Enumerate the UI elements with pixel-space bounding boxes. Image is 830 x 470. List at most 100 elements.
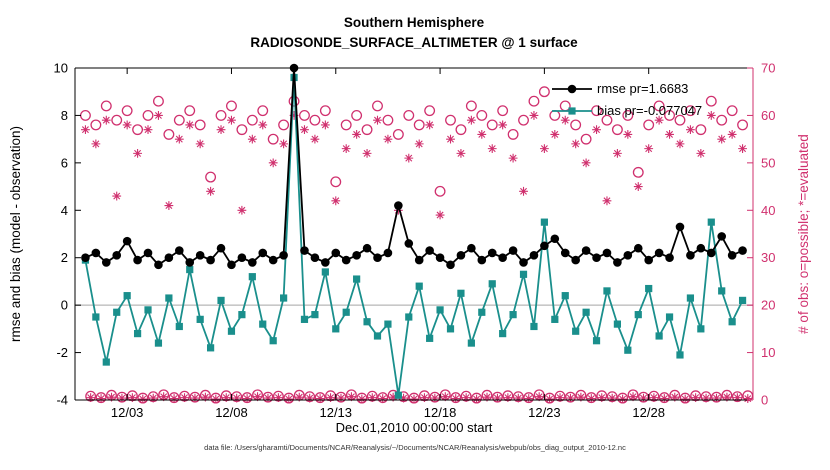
obs-evaluated-offsynoptic-marker — [169, 394, 179, 403]
obs-evaluated-offsynoptic-marker — [242, 394, 252, 403]
obs-evaluated-marker — [122, 120, 132, 130]
bias-marker — [217, 296, 225, 304]
obs-possible-marker — [497, 105, 509, 117]
bias-marker — [540, 218, 548, 226]
y-tick-label-right: 20 — [761, 298, 775, 313]
bias-marker — [634, 311, 642, 319]
obs-evaluated-marker — [592, 125, 601, 135]
bias-legend-marker-icon — [568, 107, 576, 115]
rmse-marker — [227, 260, 236, 270]
rmse-marker — [665, 253, 674, 263]
obs-possible-marker — [528, 95, 540, 107]
bias-marker — [154, 339, 163, 347]
obs-evaluated-offsynoptic-marker — [534, 392, 544, 402]
obs-evaluated-marker — [143, 125, 153, 135]
obs-evaluated-offsynoptic-marker — [607, 393, 617, 403]
rmse-marker — [362, 243, 372, 253]
bias-marker — [259, 320, 267, 328]
obs-evaluated-marker — [237, 205, 247, 215]
obs-evaluated-offsynoptic-marker — [190, 393, 200, 403]
obs-evaluated-offsynoptic-marker — [712, 393, 721, 403]
obs-evaluated-offsynoptic-marker — [482, 392, 492, 402]
obs-evaluated-marker — [414, 139, 424, 149]
rmse-marker — [540, 241, 549, 251]
rmse-marker — [613, 258, 622, 267]
rmse-marker — [560, 248, 570, 258]
obs-evaluated-marker — [404, 153, 414, 163]
obs-evaluated-offsynoptic-marker — [274, 393, 283, 403]
obs-evaluated-marker — [508, 153, 518, 163]
bias-marker — [676, 351, 684, 359]
obs-possible-marker — [194, 119, 206, 131]
bias-marker — [499, 330, 507, 338]
bias-marker — [133, 330, 142, 338]
rmse-marker — [592, 253, 601, 263]
rmse-marker — [101, 258, 111, 267]
bias-marker — [238, 311, 246, 319]
obs-possible-marker — [319, 105, 331, 117]
rmse-marker — [185, 258, 195, 267]
obs-possible-marker — [403, 109, 415, 121]
rmse-marker — [717, 232, 727, 241]
bias-series — [81, 73, 747, 399]
obs-possible-marker — [330, 176, 342, 188]
rmse-marker — [373, 253, 382, 263]
obs-possible-marker — [601, 114, 613, 126]
bias-marker — [665, 313, 674, 321]
rmse-marker — [248, 258, 257, 267]
obs-possible-series — [79, 86, 749, 197]
rmse-marker — [258, 248, 268, 258]
obs-evaluated-marker — [101, 115, 111, 125]
rmse-marker — [727, 251, 737, 260]
obs-possible-marker — [538, 86, 550, 98]
rmse-marker — [237, 253, 247, 263]
rmse-marker — [498, 253, 507, 263]
obs-possible-marker — [653, 100, 665, 112]
obs-evaluated-marker — [727, 130, 737, 139]
obs-possible-marker — [580, 133, 592, 145]
obs-evaluated-marker — [227, 115, 236, 125]
obs-evaluated-offsynoptic-marker — [211, 394, 221, 404]
obs-evaluated-marker — [206, 186, 215, 196]
bias-marker — [384, 320, 392, 328]
y-tick-label-left: 8 — [61, 108, 68, 123]
obs-evaluated-marker — [81, 125, 90, 135]
bias-line — [84, 77, 744, 396]
y-tick-label-left: -2 — [56, 345, 68, 360]
obs-evaluated-marker — [623, 130, 633, 139]
obs-evaluated-offsynoptic-series — [86, 392, 753, 404]
rmse-line — [85, 67, 743, 267]
obs-evaluated-marker — [352, 130, 362, 139]
obs-evaluated-marker — [560, 115, 570, 125]
bias-marker — [175, 322, 183, 331]
obs-evaluated-marker — [686, 125, 695, 135]
rmse-marker — [633, 243, 643, 253]
obs-evaluated-offsynoptic-marker — [409, 394, 419, 404]
rmse-marker — [581, 246, 591, 255]
obs-evaluated-offsynoptic-marker — [315, 394, 325, 403]
obs-evaluated-marker — [320, 120, 330, 130]
obs-possible-marker — [152, 95, 164, 107]
rmse-marker — [91, 248, 101, 258]
obs-evaluated-marker — [456, 148, 466, 158]
obs-evaluated-marker — [644, 144, 654, 154]
obs-possible-marker — [236, 124, 248, 136]
obs-possible-marker — [570, 119, 582, 131]
rmse-marker — [394, 201, 403, 210]
y-tick-label-right: 40 — [761, 203, 775, 218]
obs-possible-marker — [486, 119, 498, 131]
legend-label-bias: bias pr=-0.077047 — [597, 103, 703, 118]
obs-evaluated-offsynoptic-marker — [628, 392, 638, 402]
bias-marker — [738, 296, 747, 304]
bias-marker — [186, 265, 194, 274]
obs-possible-marker — [549, 109, 561, 121]
bias-marker — [603, 287, 611, 295]
rmse-marker — [487, 248, 497, 258]
bias-marker — [196, 315, 204, 323]
y-tick-label-right: 70 — [761, 61, 775, 76]
obs-evaluated-offsynoptic-marker — [180, 393, 189, 403]
obs-possible-marker — [392, 128, 404, 140]
obs-evaluated-marker — [435, 210, 445, 220]
obs-evaluated-marker — [498, 120, 508, 130]
obs-possible-marker — [455, 124, 467, 136]
